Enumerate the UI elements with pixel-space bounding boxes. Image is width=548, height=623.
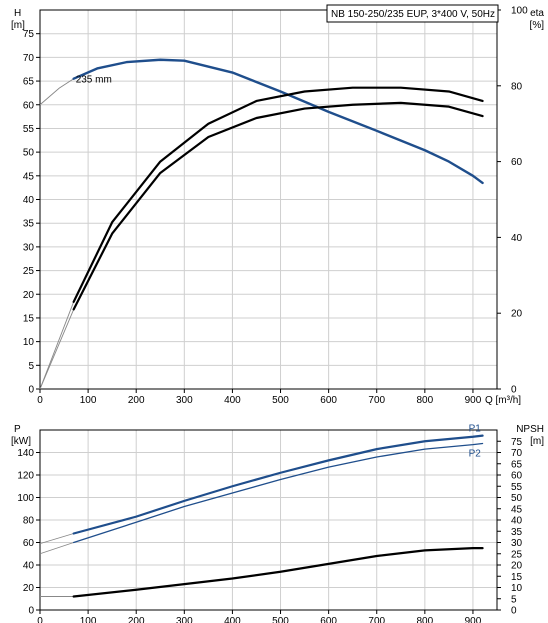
bottom-ylabel-right-unit: [m] bbox=[530, 436, 544, 447]
top-xtick-label: 400 bbox=[224, 395, 241, 406]
bottom-ytick-right-label: 75 bbox=[511, 437, 523, 448]
bottom-ytick-right-label: 70 bbox=[511, 448, 523, 459]
top-series-2-line bbox=[72, 101, 484, 311]
bottom-series-name-P2: P2 bbox=[469, 449, 482, 460]
bottom-ytick-right-label: 65 bbox=[511, 459, 523, 470]
top-ytick-right-label: 20 bbox=[511, 309, 523, 320]
top-ytick-left-label: 60 bbox=[23, 100, 35, 111]
bottom-ytick-right-label: 30 bbox=[511, 538, 523, 549]
top-xlabel: Q [m³/h] bbox=[485, 395, 521, 406]
top-ytick-right-label: 80 bbox=[511, 81, 523, 92]
bottom-xtick-label: 600 bbox=[320, 616, 337, 623]
top-xtick-label: 700 bbox=[368, 395, 385, 406]
bottom-xtick-label: 300 bbox=[176, 616, 193, 623]
top-series-0-line bbox=[72, 58, 484, 185]
bottom-ytick-left-label: 20 bbox=[23, 583, 35, 594]
bottom-series-name-P1: P1 bbox=[469, 424, 482, 435]
bottom-xtick-label: 200 bbox=[128, 616, 145, 623]
top-ytick-left-label: 45 bbox=[23, 171, 35, 182]
top-ytick-left-label: 15 bbox=[23, 313, 35, 324]
top-ytick-left-label: 40 bbox=[23, 195, 35, 206]
top-ytick-left-label: 65 bbox=[23, 77, 35, 88]
chart-title-box bbox=[326, 4, 499, 23]
bottom-xtick-label: 0 bbox=[37, 616, 43, 623]
top-xtick-label: 600 bbox=[320, 395, 337, 406]
top-xtick-label: 0 bbox=[37, 395, 43, 406]
bottom-series-0-extrapolation bbox=[39, 533, 74, 545]
top-ytick-right-label: 100 bbox=[511, 6, 528, 17]
bottom-ytick-right-label: 0 bbox=[511, 606, 517, 617]
bottom-ytick-right-label: 25 bbox=[511, 549, 523, 560]
bottom-series-2-line bbox=[72, 547, 484, 598]
bottom-xtick-label: 900 bbox=[465, 616, 482, 623]
top-ylabel-left-unit: [m] bbox=[11, 20, 25, 31]
top-xtick-label: 200 bbox=[128, 395, 145, 406]
top-series-0-extrapolation bbox=[39, 78, 74, 106]
top-series-1-line bbox=[72, 86, 484, 303]
top-ytick-left-label: 25 bbox=[23, 266, 35, 277]
top-xtick-label: 500 bbox=[272, 395, 289, 406]
top-ylabel-right-unit: [%] bbox=[530, 20, 545, 31]
top-ytick-left-label: 35 bbox=[23, 219, 35, 230]
bottom-ytick-right-label: 40 bbox=[511, 516, 523, 527]
top-ytick-left-label: 20 bbox=[23, 290, 35, 301]
bottom-ytick-right-label: 55 bbox=[511, 482, 523, 493]
bottom-xtick-label: 400 bbox=[224, 616, 241, 623]
top-ylabel-left-name: H bbox=[14, 8, 21, 19]
bottom-ytick-right-label: 20 bbox=[511, 561, 523, 572]
top-ytick-right-label: 0 bbox=[511, 385, 517, 396]
bottom-ytick-right-label: 15 bbox=[511, 572, 523, 583]
top-ytick-right-label: 40 bbox=[511, 233, 523, 244]
chart-title: NB 150-250/235 EUP, 3*400 V, 50Hz bbox=[331, 9, 495, 20]
bottom-ytick-left-label: 40 bbox=[23, 561, 35, 572]
top-ytick-left-label: 50 bbox=[23, 148, 35, 159]
bottom-ylabel-left-name: P bbox=[14, 424, 21, 435]
top-annotation-0: 235 mm bbox=[76, 75, 112, 86]
top-series-2-extrapolation bbox=[39, 309, 75, 390]
bottom-ytick-left-label: 80 bbox=[23, 516, 35, 527]
bottom-ytick-right-label: 5 bbox=[511, 594, 517, 605]
top-xtick-label: 800 bbox=[416, 395, 433, 406]
bottom-series-1-line bbox=[73, 442, 484, 544]
top-ytick-left-label: 55 bbox=[23, 124, 35, 135]
top-ytick-left-label: 30 bbox=[23, 242, 35, 253]
bottom-ylabel-right-name: NPSH bbox=[516, 424, 544, 435]
top-xtick-label: 300 bbox=[176, 395, 193, 406]
bottom-ytick-left-label: 100 bbox=[17, 493, 34, 504]
bottom-xtick-label: 700 bbox=[368, 616, 385, 623]
bottom-xtick-label: 800 bbox=[416, 616, 433, 623]
power-npsh-panel: 0204060801001201400510152025303540455055… bbox=[11, 424, 544, 623]
bottom-ytick-left-label: 140 bbox=[17, 448, 34, 459]
bottom-series-1-extrapolation bbox=[39, 542, 74, 555]
top-ylabel-right-name: eta bbox=[530, 8, 544, 19]
top-ytick-left-label: 75 bbox=[23, 29, 35, 40]
top-ytick-right-label: 60 bbox=[511, 157, 523, 168]
top-series-1-extrapolation bbox=[39, 301, 75, 390]
bottom-ytick-left-label: 0 bbox=[28, 606, 34, 617]
top-xtick-label: 900 bbox=[465, 395, 482, 406]
top-ytick-left-label: 10 bbox=[23, 337, 35, 348]
bottom-ytick-left-label: 60 bbox=[23, 538, 35, 549]
bottom-series-0-line bbox=[72, 434, 484, 535]
top-xtick-label: 100 bbox=[80, 395, 97, 406]
head-efficiency-panel: 0 5 10 15 20 25 30 35 40 45 50 55 60 65 70 75 0 20 40 60 80 1… bbox=[11, 4, 545, 406]
bottom-xtick-label: 100 bbox=[80, 616, 97, 623]
bottom-ytick-right-label: 35 bbox=[511, 527, 523, 538]
bottom-ytick-right-label: 10 bbox=[511, 583, 523, 594]
bottom-ytick-right-label: 45 bbox=[511, 504, 523, 515]
top-ytick-left-label: 0 bbox=[28, 385, 34, 396]
bottom-xtick-label: 500 bbox=[272, 616, 289, 623]
bottom-ytick-right-label: 50 bbox=[511, 493, 523, 504]
bottom-ytick-right-label: 60 bbox=[511, 471, 523, 482]
bottom-ytick-left-label: 120 bbox=[17, 471, 34, 482]
bottom-ylabel-left-unit: [kW] bbox=[11, 436, 31, 447]
top-ytick-left-label: 70 bbox=[23, 53, 35, 64]
top-ytick-left-label: 5 bbox=[28, 361, 34, 372]
